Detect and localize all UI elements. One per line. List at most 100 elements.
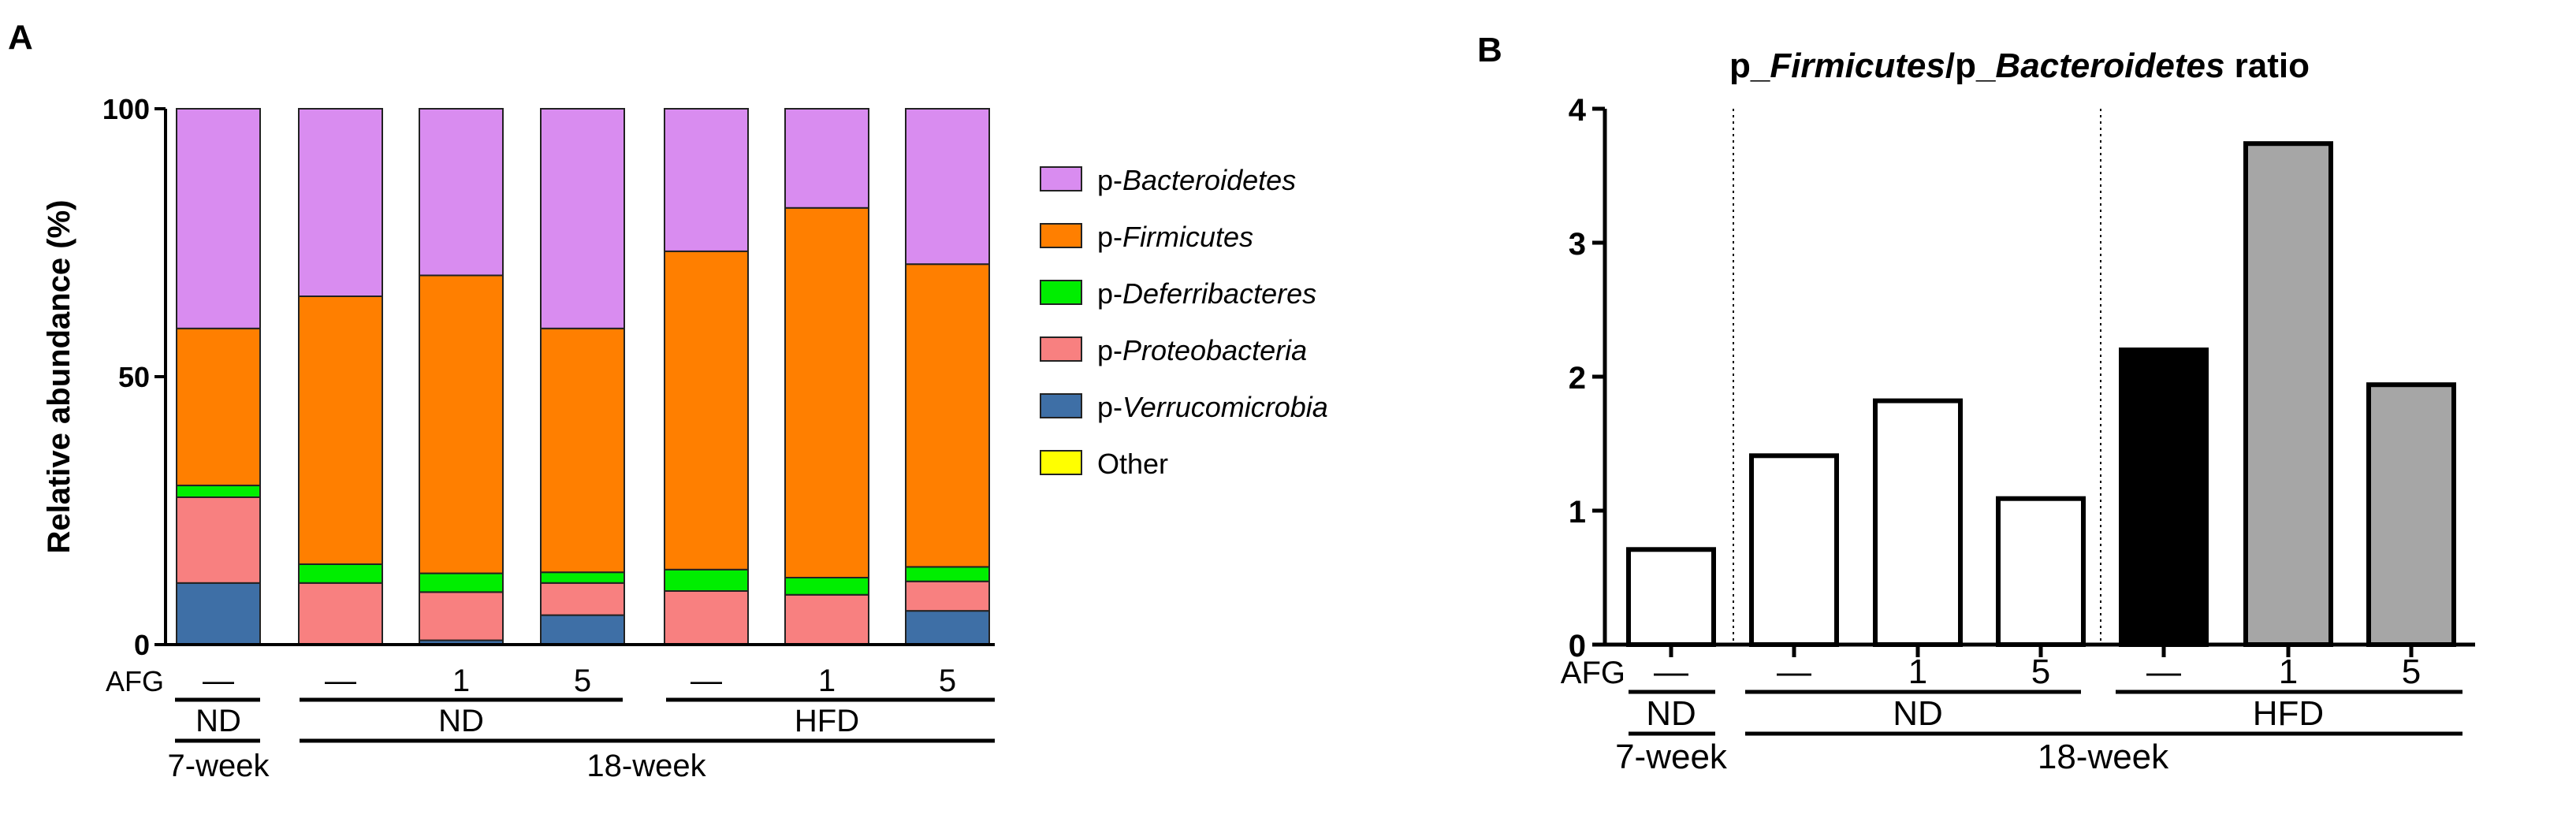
legend-prefix: p- [1097,221,1122,253]
legend-swatch-proteobacteria [1040,336,1082,362]
age-label-7week: 7-week [168,749,270,783]
ratio-bar [2119,348,2209,647]
diet-label-nd: ND [438,704,484,738]
afg-label: AFG [1561,656,1625,690]
legend-label-other: Other [1097,448,1168,480]
afg-dose-label: — [325,664,356,698]
legend-label-deferribacteres: p-Deferribacteres [1097,277,1316,310]
afg-label: AFG [106,665,164,697]
bar-segment-firmicutes [419,274,504,574]
stacked-bars [176,108,990,646]
legend-label-bacteroidetes: p-Bacteroidetes [1097,164,1296,196]
bar-segment-bacteroidetes [298,108,383,297]
afg-dose-label: — [691,664,722,698]
y-tick-label: 1 [1569,495,1586,530]
afg-dose-label: 1 [452,664,470,698]
legend-swatch-firmicutes [1040,223,1082,248]
y-tick-label: 50 [118,361,150,393]
bar-segment-deferribacteres [176,485,261,498]
ratio-bar [1749,453,1839,647]
bar-segment-proteobacteria [298,582,383,645]
title-part: p_ [1729,46,1770,85]
bar-segment-proteobacteria [784,593,869,646]
bar-segment-verrucomicrobia [540,614,625,645]
age-label-7week: 7-week [1615,738,1728,776]
afg-dose-label: — [203,664,234,698]
panel-a: A Relative abundance (%) 0 50 100 p-Bacter… [8,18,1328,783]
afg-dose-label: — [1654,652,1688,691]
y-tick-label: 0 [134,629,150,661]
bar-segment-firmicutes [540,327,625,574]
ratio-bar [1626,547,1716,647]
bar-segment-firmicutes [905,263,990,568]
legend-swatch-verrucomicrobia [1040,393,1082,418]
bar-segment-firmicutes [298,296,383,565]
legend-name: Proteobacteria [1122,334,1307,366]
diet-label-hfd: HFD [795,704,859,738]
age-label-18week: 18-week [586,749,706,783]
legend-prefix: p- [1097,164,1122,196]
ratio-bars [1626,141,2456,648]
diet-label-nd: ND [1893,694,1943,733]
legend-swatch-bacteroidetes [1040,166,1082,191]
afg-dose-label: 5 [574,664,591,698]
bar-segment-bacteroidetes [540,108,625,329]
group-labels-a: AFG — — 1 5 — 1 5 ND ND HFD 7-week 18-week [106,664,995,783]
ratio-bar [2366,382,2456,647]
bar-segment-firmicutes [784,206,869,578]
y-tick-label: 2 [1569,361,1586,396]
panel-label-a: A [8,18,33,57]
age-label-18week: 18-week [2038,738,2169,776]
axis-b: 0 1 2 3 4 [1569,93,2475,664]
title-part: Bacteroidetes [1995,46,2224,85]
legend-a: p-Bacteroidetesp-Firmicutesp-Deferribact… [1040,164,1328,480]
bar-segment-proteobacteria [419,591,504,641]
bar-segment-deferribacteres [419,572,504,593]
legend-label-proteobacteria: p-Proteobacteria [1097,334,1307,366]
bar-segment-deferribacteres [298,563,383,584]
legend-name: Other [1097,448,1168,480]
axis-a: 0 50 100 [102,93,995,661]
title-part: /p_ [1945,46,1996,85]
dotted-separators [1733,109,2101,645]
bar-segment-verrucomicrobia [905,610,990,645]
diet-label-nd-7week: ND [195,704,241,738]
bar-segment-bacteroidetes [784,108,869,209]
afg-dose-label: 1 [2279,652,2298,691]
y-axis-label-a: Relative abundance (%) [42,199,76,553]
legend-prefix: p- [1097,334,1122,366]
bar-segment-proteobacteria [176,496,261,584]
y-tick-label: 100 [102,93,150,125]
y-tick-label: 3 [1569,227,1586,262]
title-part: ratio [2224,46,2310,85]
legend-label-verrucomicrobia: p-Verrucomicrobia [1097,391,1328,423]
title-part: Firmicutes [1770,46,1945,85]
bar-segment-proteobacteria [540,582,625,616]
afg-dose-label: — [1777,652,1811,691]
afg-dose-label: 5 [2031,652,2050,691]
bar-segment-deferribacteres [784,577,869,596]
legend-swatch-deferribacteres [1040,280,1082,305]
bar-segment-bacteroidetes [905,108,990,266]
bar-segment-proteobacteria [905,580,990,612]
group-labels-b: AFG — — 1 5 — 1 5 ND ND HFD 7-week 18-week [1561,652,2462,776]
ratio-bar [2243,141,2333,647]
legend-name: Deferribacteres [1122,277,1316,310]
ratio-bar [1996,496,2086,648]
afg-dose-label: 5 [939,664,956,698]
bar-segment-verrucomicrobia [176,582,261,645]
y-tick-label: 4 [1569,93,1587,128]
bar-segment-firmicutes [176,327,261,487]
legend-name: Firmicutes [1122,221,1253,253]
y-tick-label: 0 [1569,629,1586,664]
legend-swatch-other [1040,450,1082,475]
bar-segment-bacteroidetes [419,108,504,277]
afg-dose-label: — [2146,652,2181,691]
legend-label-firmicutes: p-Firmicutes [1097,221,1253,253]
diet-label-nd-7week: ND [1646,694,1696,733]
legend-prefix: p- [1097,391,1122,423]
legend-name: Verrucomicrobia [1122,391,1328,423]
afg-dose-label: 1 [818,664,836,698]
bar-segment-deferribacteres [540,571,625,584]
